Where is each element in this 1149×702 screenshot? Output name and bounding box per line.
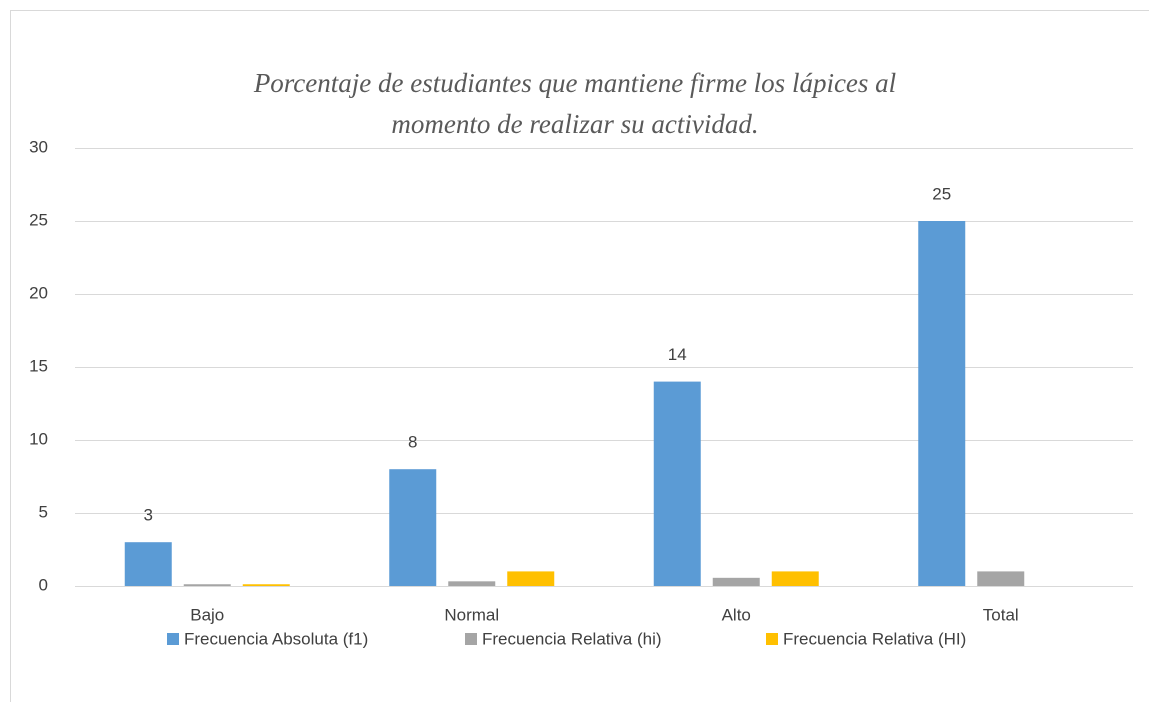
bar	[389, 469, 437, 586]
x-tick-label: Alto	[722, 605, 751, 624]
data-label: 25	[932, 184, 951, 203]
legend-label: Frecuencia Relativa (HI)	[783, 629, 966, 648]
legend-label: Frecuencia Relativa (hi)	[482, 629, 662, 648]
bar	[507, 571, 555, 586]
bar	[653, 381, 701, 586]
bar	[977, 571, 1025, 586]
x-tick-label: Total	[983, 605, 1019, 624]
y-tick-label: 15	[29, 356, 48, 375]
y-tick-label: 25	[29, 210, 48, 229]
x-tick-label: Bajo	[190, 605, 224, 624]
legend-swatch	[766, 633, 778, 645]
legend-swatch	[167, 633, 179, 645]
x-tick-label: Normal	[444, 605, 499, 624]
bar	[918, 221, 966, 586]
y-tick-label: 0	[39, 575, 48, 594]
y-tick-label: 20	[29, 283, 48, 302]
chart-border	[10, 10, 1149, 702]
bar	[448, 581, 496, 586]
data-label: 8	[408, 433, 417, 452]
legend-label: Frecuencia Absoluta (f1)	[184, 629, 368, 648]
data-label: 14	[668, 345, 687, 364]
y-tick-label: 30	[29, 137, 48, 156]
bar	[242, 584, 290, 586]
y-tick-label: 10	[29, 429, 48, 448]
bar	[771, 571, 819, 586]
chart-title: Porcentaje de estudiantes que mantiene f…	[253, 68, 897, 139]
y-tick-label: 5	[39, 502, 48, 521]
data-label: 3	[144, 506, 153, 525]
bar	[712, 577, 760, 586]
bar	[183, 584, 231, 586]
bar	[124, 542, 172, 586]
legend-swatch	[465, 633, 477, 645]
